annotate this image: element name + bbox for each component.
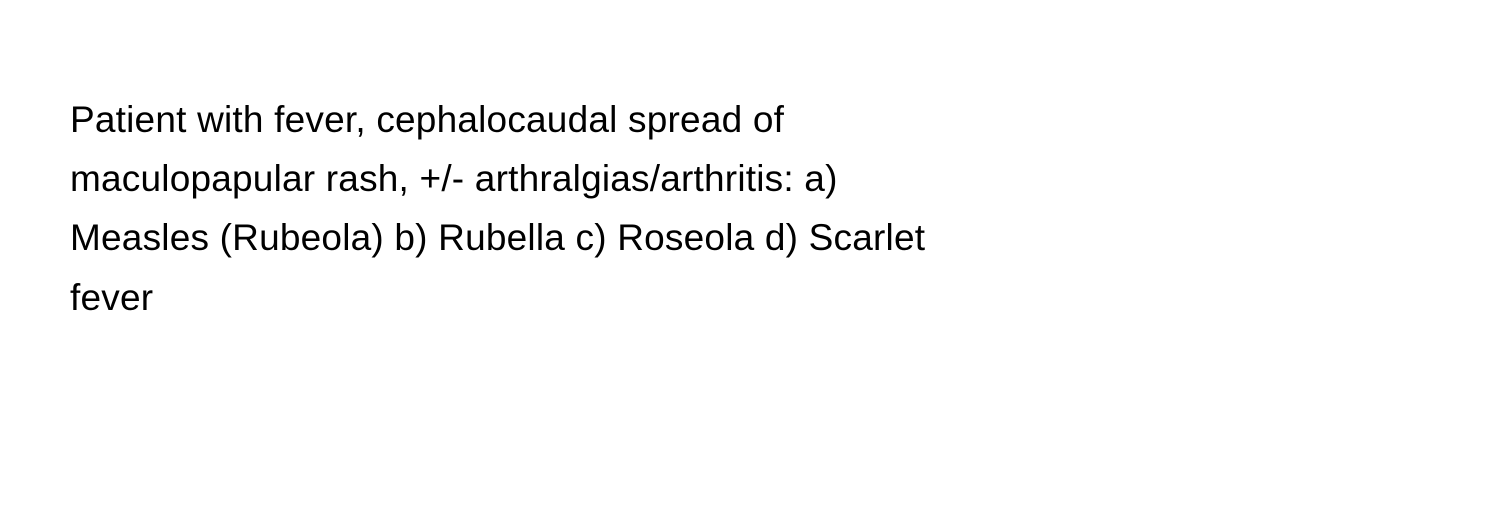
question-container: Patient with fever, cephalocaudal spread… <box>70 90 970 327</box>
question-text: Patient with fever, cephalocaudal spread… <box>70 90 970 327</box>
